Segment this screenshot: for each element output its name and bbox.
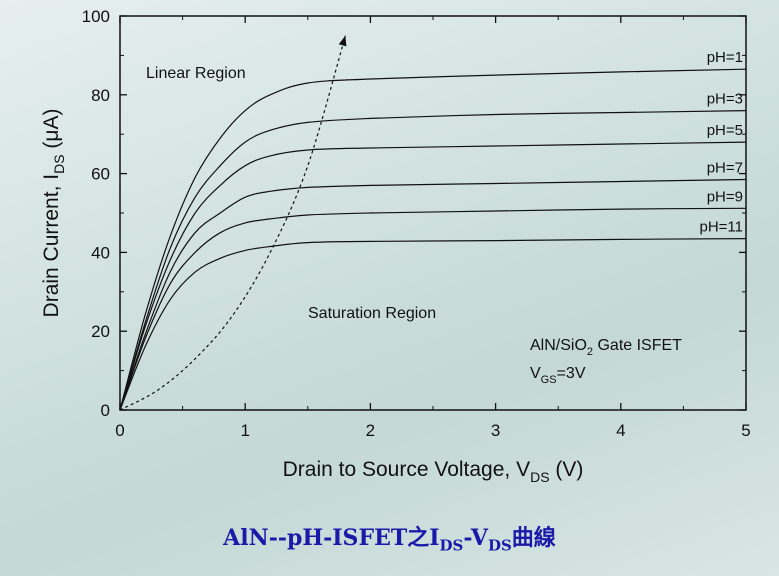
y-axis-label: Drain Current, IDS (μA)	[40, 109, 67, 318]
saturation-region-label: Saturation Region	[308, 305, 436, 322]
series-label: pH=5	[707, 122, 743, 139]
series-line	[119, 178, 747, 411]
y-tick-label: 80	[91, 86, 110, 105]
series-label: pH=9	[707, 188, 743, 205]
series-label: pH=1	[707, 49, 743, 66]
series-line	[119, 207, 747, 411]
device-label: AlN/SiO2 Gate ISFET	[530, 337, 682, 358]
x-tick-label: 2	[366, 421, 375, 440]
series-line	[119, 238, 747, 411]
bias-label: VGS=3V	[530, 365, 586, 386]
y-tick-label: 100	[82, 7, 110, 26]
boundary-arrowhead	[338, 35, 347, 47]
series-line	[119, 141, 747, 411]
series-line	[119, 68, 747, 411]
x-tick-label: 0	[115, 421, 124, 440]
figure-caption: AlN--pH-ISFET之IDS-VDS曲線	[223, 525, 556, 555]
x-tick-label: 4	[616, 421, 625, 440]
series-label: pH=7	[707, 160, 743, 177]
y-tick-label: 40	[91, 243, 110, 262]
x-tick-label: 1	[240, 421, 249, 440]
series-label: pH=11	[699, 219, 743, 236]
boundary-line	[119, 35, 346, 411]
x-tick-label: 5	[741, 421, 750, 440]
y-tick-label: 20	[91, 322, 110, 341]
y-tick-label: 0	[101, 401, 110, 420]
y-tick-label: 60	[91, 165, 110, 184]
series-curves: pH=1 pH=3 pH=5 pH=7 pH=9 pH=11	[119, 49, 747, 411]
linear-region-label: Linear Region	[146, 65, 246, 82]
series-label: pH=3	[707, 91, 743, 108]
region-boundary	[119, 35, 347, 411]
axis-ticks: 0 1 2 3 4 5 0 20 40 60 80 100	[82, 7, 751, 440]
x-tick-label: 3	[491, 421, 500, 440]
series-line	[119, 110, 747, 411]
x-axis-label: Drain to Source Voltage, VDS (V)	[283, 458, 584, 485]
